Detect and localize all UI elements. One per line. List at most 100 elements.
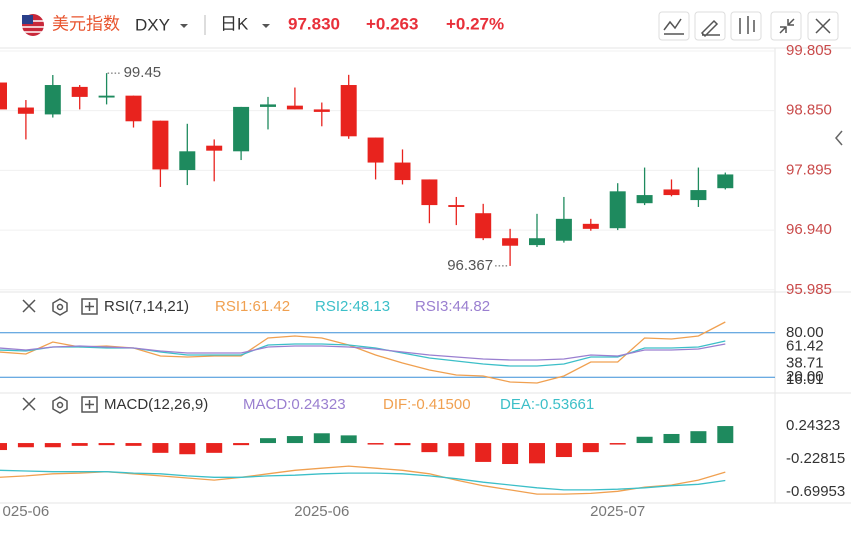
macd-bar — [502, 443, 519, 465]
add-icon-plus — [85, 400, 94, 409]
remove-indicator[interactable] — [22, 397, 36, 411]
add-icon[interactable] — [81, 298, 98, 315]
macd-bar — [609, 443, 626, 445]
macd-bar — [286, 436, 303, 444]
candle-body — [260, 104, 276, 107]
candle-body — [125, 95, 142, 122]
legend-entry: DIF:-0.41500 — [383, 396, 471, 413]
price: 97.830 — [288, 14, 340, 33]
candle-body — [71, 86, 88, 97]
macd-bar — [663, 433, 680, 444]
x-tick-label: 2025-07 — [590, 503, 645, 520]
settings-icon[interactable] — [52, 396, 68, 414]
candle-body — [421, 179, 438, 206]
draw-icon — [700, 19, 720, 38]
candle-body — [0, 82, 7, 110]
header: 美元指数 DXY 日K 97.830 +0.263 +0.27% — [22, 11, 839, 41]
candle-body — [475, 213, 492, 239]
macd-bar — [313, 433, 330, 444]
candle-type-icon — [739, 16, 755, 34]
period[interactable]: 日K — [220, 14, 249, 33]
candle-body — [313, 109, 330, 112]
candle-body — [44, 85, 61, 115]
settings-icon-center — [56, 303, 64, 311]
y-tick-label: -0.69953 — [786, 483, 845, 500]
settings-icon[interactable] — [52, 298, 68, 316]
candle-body — [340, 85, 357, 137]
low-annotation: 96.367 — [447, 257, 493, 274]
candle-body — [394, 162, 411, 181]
dropdown-arrow[interactable] — [262, 24, 270, 28]
candle-type-button[interactable] — [730, 11, 762, 41]
macd-bar — [233, 443, 250, 446]
y-tick-label: 96.940 — [786, 221, 832, 238]
macd-bar — [529, 443, 545, 464]
macd-bar — [421, 443, 438, 453]
legend-entry: MACD:0.24323 — [243, 396, 346, 413]
high-annotation: 99.45 — [124, 64, 162, 81]
remove-indicator[interactable] — [22, 299, 36, 313]
legend-entry: RSI2:48.13 — [315, 298, 390, 315]
candle-body — [690, 190, 707, 201]
candle-body — [717, 174, 734, 189]
macd-bar — [71, 443, 88, 446]
settings-icon-center — [56, 401, 64, 409]
dropdown-arrow[interactable] — [180, 24, 188, 28]
y-tick-label: 99.805 — [786, 42, 832, 59]
y-tick-label: 97.895 — [786, 161, 832, 178]
macd-line — [0, 465, 726, 495]
macd-bar — [17, 443, 34, 448]
add-icon-plus — [85, 302, 94, 311]
y-tick-label: 61.42 — [786, 338, 824, 355]
instrument-name[interactable]: 美元指数 — [52, 14, 120, 33]
macd-bar — [152, 443, 169, 453]
flag-canton — [22, 15, 33, 24]
macd-bar — [179, 443, 196, 455]
rsi-line — [0, 321, 726, 384]
macd-line — [0, 469, 726, 491]
y-tick-label: 16.01 — [786, 371, 824, 388]
candle-body — [367, 137, 384, 163]
macd-bar — [582, 443, 599, 453]
collapse-icon — [779, 18, 795, 34]
panel-title: RSI(7,14,21) — [104, 298, 189, 315]
macd-bar — [367, 443, 384, 445]
candle-body — [286, 105, 303, 110]
legend-entry: RSI1:61.42 — [215, 298, 290, 315]
add-icon[interactable] — [81, 396, 98, 413]
macd-bar — [717, 426, 734, 444]
candle-body — [448, 205, 465, 207]
candle-body — [636, 195, 653, 204]
collapse-button[interactable] — [770, 11, 802, 41]
macd-bar — [636, 436, 653, 444]
candle-body — [17, 107, 34, 114]
legend-entry: DEA:-0.53661 — [500, 396, 594, 413]
candle-body — [663, 189, 680, 196]
macd-bar — [260, 438, 276, 444]
y-tick-label: 38.71 — [786, 354, 824, 371]
candle-body — [555, 218, 572, 241]
close-icon — [815, 18, 831, 34]
x-tick-label: 025-06 — [3, 503, 50, 520]
rsi-line — [0, 343, 726, 361]
candle-body — [233, 106, 250, 152]
macd-bar — [0, 443, 7, 451]
expand-arrow[interactable] — [835, 130, 843, 146]
macd-bar — [555, 443, 572, 458]
price-change: +0.263 — [366, 14, 418, 33]
y-tick-label: 0.24323 — [786, 417, 840, 434]
instrument-symbol[interactable]: DXY — [135, 15, 170, 34]
price-change-percent: +0.27% — [446, 14, 504, 33]
macd-bar — [690, 431, 707, 444]
macd-bar — [394, 443, 411, 446]
candle-body — [502, 238, 519, 246]
y-tick-label: -0.22815 — [786, 450, 845, 467]
candle-body — [609, 191, 626, 229]
y-tick-label: 20.00 — [786, 368, 824, 385]
y-tick-label: 95.985 — [786, 281, 832, 298]
candle-body — [179, 151, 196, 171]
macd-bar — [448, 443, 465, 457]
y-tick-label: 98.850 — [786, 102, 832, 119]
macd-bar — [206, 443, 223, 453]
